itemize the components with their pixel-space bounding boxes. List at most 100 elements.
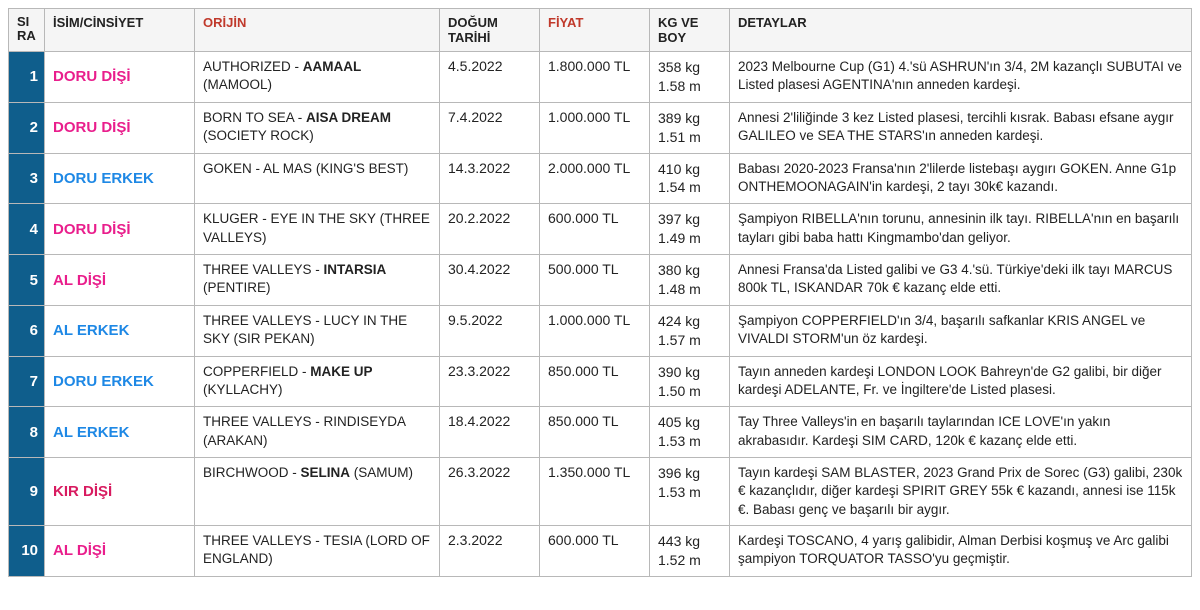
cell-isim: DORU DİŞİ bbox=[45, 204, 195, 255]
orijin-damsire: (MAMOOL) bbox=[203, 77, 272, 92]
table-row: 8AL ERKEKTHREE VALLEYS - RINDISEYDA (ARA… bbox=[9, 407, 1192, 458]
cell-detay: Annesi 2'liliğinde 3 kez Listed plasesi,… bbox=[730, 102, 1192, 153]
cell-sira: 1 bbox=[9, 52, 45, 103]
cell-orijin: BORN TO SEA - AISA DREAM (SOCIETY ROCK) bbox=[195, 102, 440, 153]
cell-kg: 405 kg bbox=[658, 414, 700, 430]
cell-sira: 6 bbox=[9, 305, 45, 356]
orijin-dam: AL MAS bbox=[263, 161, 312, 176]
cell-dogum: 7.4.2022 bbox=[440, 102, 540, 153]
orijin-dam: AAMAAL bbox=[303, 59, 362, 74]
cell-boy: 1.58 m bbox=[658, 78, 701, 94]
cell-boy: 1.49 m bbox=[658, 230, 701, 246]
table-row: 4DORU DİŞİKLUGER - EYE IN THE SKY (THREE… bbox=[9, 204, 1192, 255]
orijin-damsire: (SOCIETY ROCK) bbox=[203, 128, 314, 143]
cell-isim: DORU ERKEK bbox=[45, 356, 195, 407]
table-row: 3DORU ERKEKGOKEN - AL MAS (KING'S BEST) 1… bbox=[9, 153, 1192, 204]
horse-sale-table: SIRA İSİM/CİNSİYET ORİJİN DOĞUM TARİHİ F… bbox=[8, 8, 1192, 577]
cell-orijin: COPPERFIELD - MAKE UP (KYLLACHY) bbox=[195, 356, 440, 407]
cell-boy: 1.50 m bbox=[658, 383, 701, 399]
cell-sira: 5 bbox=[9, 255, 45, 306]
cell-detay: Şampiyon COPPERFIELD'ın 3/4, başarılı sa… bbox=[730, 305, 1192, 356]
cell-isim: AL DİŞİ bbox=[45, 255, 195, 306]
cell-kg: 397 kg bbox=[658, 211, 700, 227]
cell-orijin: THREE VALLEYS - RINDISEYDA (ARAKAN) bbox=[195, 407, 440, 458]
cell-orijin: BIRCHWOOD - SELINA (SAMUM) bbox=[195, 458, 440, 526]
cell-fiyat: 2.000.000 TL bbox=[540, 153, 650, 204]
orijin-sire: THREE VALLEYS bbox=[203, 313, 312, 328]
cell-dogum: 30.4.2022 bbox=[440, 255, 540, 306]
table-header: SIRA İSİM/CİNSİYET ORİJİN DOĞUM TARİHİ F… bbox=[9, 9, 1192, 52]
cell-isim: DORU ERKEK bbox=[45, 153, 195, 204]
cell-boy: 1.57 m bbox=[658, 332, 701, 348]
orijin-damsire: (KING'S BEST) bbox=[316, 161, 409, 176]
table-row: 2DORU DİŞİBORN TO SEA - AISA DREAM (SOCI… bbox=[9, 102, 1192, 153]
orijin-sire: KLUGER bbox=[203, 211, 259, 226]
table-row: 9KIR DİŞİBIRCHWOOD - SELINA (SAMUM)26.3.… bbox=[9, 458, 1192, 526]
cell-kgboy: 396 kg1.53 m bbox=[650, 458, 730, 526]
cell-detay: Tay Three Valleys'in en başarılı tayları… bbox=[730, 407, 1192, 458]
cell-fiyat: 850.000 TL bbox=[540, 356, 650, 407]
cell-boy: 1.54 m bbox=[658, 179, 701, 195]
orijin-damsire: (KYLLACHY) bbox=[203, 382, 283, 397]
header-dogum: DOĞUM TARİHİ bbox=[440, 9, 540, 52]
orijin-dam: AISA DREAM bbox=[306, 110, 391, 125]
orijin-sire: AUTHORIZED bbox=[203, 59, 291, 74]
cell-dogum: 18.4.2022 bbox=[440, 407, 540, 458]
cell-isim: AL ERKEK bbox=[45, 305, 195, 356]
cell-sira: 9 bbox=[9, 458, 45, 526]
orijin-dam: TESIA bbox=[323, 533, 361, 548]
cell-boy: 1.52 m bbox=[658, 552, 701, 568]
cell-sira: 2 bbox=[9, 102, 45, 153]
cell-isim: AL ERKEK bbox=[45, 407, 195, 458]
cell-orijin: AUTHORIZED - AAMAAL (MAMOOL) bbox=[195, 52, 440, 103]
cell-detay: Annesi Fransa'da Listed galibi ve G3 4.'… bbox=[730, 255, 1192, 306]
orijin-sire: THREE VALLEYS bbox=[203, 262, 312, 277]
cell-detay: Babası 2020-2023 Fransa'nın 2'lilerde li… bbox=[730, 153, 1192, 204]
cell-fiyat: 600.000 TL bbox=[540, 525, 650, 576]
cell-orijin: THREE VALLEYS - LUCY IN THE SKY (SIR PEK… bbox=[195, 305, 440, 356]
cell-kgboy: 397 kg 1.49 m bbox=[650, 204, 730, 255]
cell-detay: 2023 Melbourne Cup (G1) 4.'sü ASHRUN'ın … bbox=[730, 52, 1192, 103]
cell-kgboy: 390 kg1.50 m bbox=[650, 356, 730, 407]
header-isim: İSİM/CİNSİYET bbox=[45, 9, 195, 52]
header-sira: SIRA bbox=[9, 9, 45, 52]
cell-fiyat: 600.000 TL bbox=[540, 204, 650, 255]
cell-dogum: 4.5.2022 bbox=[440, 52, 540, 103]
header-kgboy: KG VE BOY bbox=[650, 9, 730, 52]
cell-sira: 3 bbox=[9, 153, 45, 204]
cell-kg: 410 kg bbox=[658, 161, 700, 177]
cell-kg: 424 kg bbox=[658, 313, 700, 329]
orijin-sire: COPPERFIELD bbox=[203, 364, 298, 379]
cell-kgboy: 443 kg 1.52 m bbox=[650, 525, 730, 576]
cell-orijin: GOKEN - AL MAS (KING'S BEST) bbox=[195, 153, 440, 204]
cell-boy: 1.51 m bbox=[658, 129, 701, 145]
cell-isim: KIR DİŞİ bbox=[45, 458, 195, 526]
cell-fiyat: 1.000.000 TL bbox=[540, 102, 650, 153]
orijin-dam: EYE IN THE SKY bbox=[271, 211, 376, 226]
cell-kg: 380 kg bbox=[658, 262, 700, 278]
header-fiyat: FİYAT bbox=[540, 9, 650, 52]
cell-fiyat: 1.800.000 TL bbox=[540, 52, 650, 103]
orijin-damsire: (PENTIRE) bbox=[203, 280, 271, 295]
cell-fiyat: 1.000.000 TL bbox=[540, 305, 650, 356]
cell-isim: DORU DİŞİ bbox=[45, 52, 195, 103]
cell-detay: Tayın kardeşi SAM BLASTER, 2023 Grand Pr… bbox=[730, 458, 1192, 526]
table-row: 1DORU DİŞİAUTHORIZED - AAMAAL (MAMOOL)4.… bbox=[9, 52, 1192, 103]
orijin-sire: THREE VALLEYS bbox=[203, 533, 312, 548]
cell-kgboy: 405 kg1.53 m bbox=[650, 407, 730, 458]
table-row: 5AL DİŞİTHREE VALLEYS - INTARSIA (PENTIR… bbox=[9, 255, 1192, 306]
cell-kgboy: 380 kg1.48 m bbox=[650, 255, 730, 306]
cell-dogum: 23.3.2022 bbox=[440, 356, 540, 407]
cell-detay: Tayın anneden kardeşi LONDON LOOK Bahrey… bbox=[730, 356, 1192, 407]
cell-isim: DORU DİŞİ bbox=[45, 102, 195, 153]
cell-dogum: 20.2.2022 bbox=[440, 204, 540, 255]
cell-kg: 443 kg bbox=[658, 533, 700, 549]
orijin-dam: SELINA bbox=[301, 465, 351, 480]
cell-orijin: KLUGER - EYE IN THE SKY (THREE VALLEYS) bbox=[195, 204, 440, 255]
header-orijin: ORİJİN bbox=[195, 9, 440, 52]
cell-boy: 1.53 m bbox=[658, 484, 701, 500]
cell-fiyat: 1.350.000 TL bbox=[540, 458, 650, 526]
cell-orijin: THREE VALLEYS - TESIA (LORD OF ENGLAND) bbox=[195, 525, 440, 576]
cell-kg: 358 kg bbox=[658, 59, 700, 75]
cell-sira: 7 bbox=[9, 356, 45, 407]
